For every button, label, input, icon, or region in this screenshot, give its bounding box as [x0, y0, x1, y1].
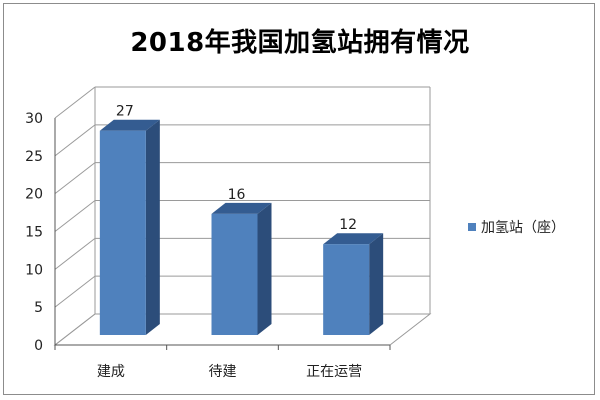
- chart-title: 2018年我国加氢站拥有情况: [130, 28, 470, 58]
- bar: [211, 213, 258, 335]
- y-tick-label: 30: [25, 111, 43, 127]
- y-tick-label: 20: [25, 187, 43, 203]
- legend-label: 加氢站（座）: [481, 220, 565, 236]
- gridline-depth: [54, 124, 96, 157]
- data-label: 16: [228, 187, 246, 203]
- bar-side: [257, 202, 272, 335]
- y-tick-label: 15: [25, 225, 43, 241]
- bar: [323, 244, 370, 335]
- x-tick-label: 建成: [97, 364, 125, 380]
- bar-top: [211, 202, 272, 214]
- y-tick-label: 5: [34, 300, 43, 316]
- bar-top: [323, 233, 384, 245]
- bar-side: [369, 233, 384, 335]
- data-label: 12: [339, 217, 357, 233]
- y-tick-label: 25: [25, 149, 43, 165]
- bar: [99, 130, 146, 335]
- bar-side: [145, 119, 160, 335]
- x-tick-label: 正在运营: [306, 364, 362, 380]
- gridline-depth: [54, 200, 96, 232]
- legend-swatch: [468, 223, 476, 231]
- x-tick-label: 待建: [209, 364, 237, 380]
- bar-top: [99, 119, 160, 131]
- y-tick-label: 10: [25, 262, 43, 278]
- gridline-depth: [54, 162, 96, 195]
- gridline-depth: [54, 275, 96, 308]
- data-label: 27: [116, 104, 134, 120]
- legend: 加氢站（座）: [468, 217, 565, 237]
- gridline-depth: [54, 237, 96, 270]
- gridline-depth: [54, 86, 96, 119]
- y-tick-label: 0: [34, 338, 43, 354]
